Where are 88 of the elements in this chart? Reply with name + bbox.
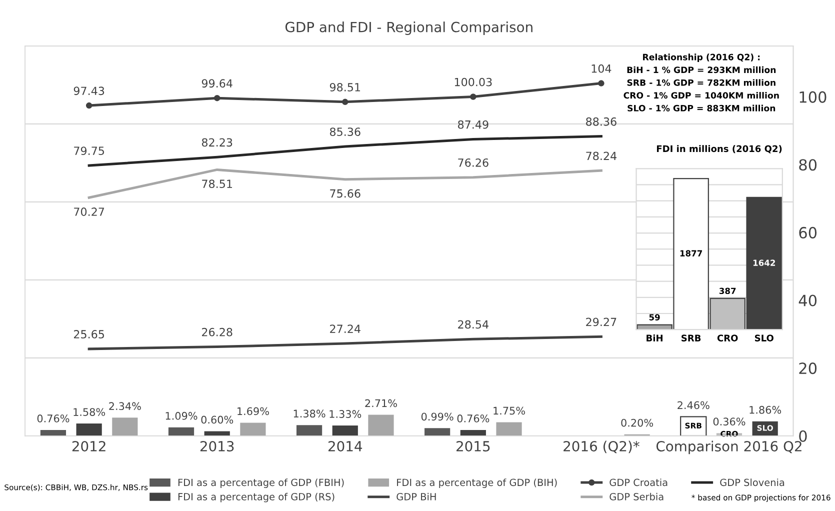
data-label: 0.76% <box>37 414 70 422</box>
data-label: 0.99% <box>421 412 454 421</box>
data-label: 78.24 <box>586 152 616 160</box>
annotation: Relationship (2016 Q2) : <box>643 54 760 62</box>
bar <box>496 422 522 436</box>
data-label: 26.28 <box>202 328 232 336</box>
legend-label: GDP BiH <box>396 492 436 500</box>
legend-label: GDP Croatia <box>610 478 668 486</box>
x-tick-label: 2016 (Q2)* <box>564 440 640 454</box>
data-label: 1.69% <box>238 407 269 416</box>
annotation: BiH - 1 % GDP = 293KM million <box>627 66 776 74</box>
data-label: 70.27 <box>74 208 104 216</box>
x-tick-label: 2015 <box>456 440 490 452</box>
data-label: 1.58% <box>74 408 106 416</box>
data-label: 98.51 <box>330 83 360 92</box>
data-label: 1.33% <box>330 410 362 418</box>
data-label: 1.09% <box>166 412 198 420</box>
chart-title: GDP and FDI - Regional Comparison <box>285 22 532 35</box>
data-label: 28.54 <box>458 320 488 329</box>
data-label: 1.38% <box>294 410 326 418</box>
data-label: 2.71% <box>365 399 397 408</box>
data-label: 2.46% <box>678 401 710 410</box>
annotation: CRO - 1% GDP = 1040KM million <box>624 92 779 99</box>
x-tick-label: SRB <box>682 334 701 342</box>
data-label: 0.60% <box>201 416 234 424</box>
data-label: 104 <box>592 64 612 73</box>
bar <box>112 418 138 436</box>
data-label: 76.26 <box>458 158 488 167</box>
y2-tick-label: 80 <box>799 159 817 171</box>
bar <box>368 414 394 436</box>
point <box>342 98 348 106</box>
y2-tick-label: 0 <box>799 430 807 442</box>
bar <box>40 430 66 436</box>
data-label: 0.36% <box>713 418 746 426</box>
data-label: 1877 <box>680 250 702 256</box>
line-series <box>88 168 602 199</box>
x-tick-label: 2013 <box>200 440 234 452</box>
data-label: 29.27 <box>586 318 616 326</box>
legend-label: GDP Slovenia <box>720 478 784 486</box>
bar <box>424 428 450 436</box>
x-tick-label: 2014 <box>328 440 362 452</box>
data-label: 97.43 <box>74 86 104 96</box>
data-label: 88.36 <box>586 117 616 126</box>
chart-title: FDI in millions (2016 Q2) <box>656 145 782 154</box>
data-label: 387 <box>719 288 736 294</box>
data-label: 100.03 <box>454 78 492 86</box>
data-label: 99.64 <box>202 79 232 88</box>
data-label: 0.76% <box>457 414 490 422</box>
y2-tick-label: 60 <box>799 226 817 238</box>
legend-label: FDI as a percentage of GDP (BIH) <box>397 478 557 488</box>
y2-tick-label: 100 <box>800 91 826 103</box>
data-label: 75.66 <box>330 189 360 198</box>
data-label: 59 <box>649 314 660 320</box>
data-label: 0.20% <box>621 418 654 427</box>
bar <box>168 427 194 436</box>
x-tick-label: BiH <box>646 334 662 342</box>
y2-tick-label: 20 <box>799 362 817 374</box>
data-label: 27.24 <box>330 324 360 333</box>
legend-label: GDP Serbia <box>610 492 664 500</box>
x-tick-label: 2012 <box>72 440 106 452</box>
data-label: 78.51 <box>202 180 232 188</box>
data-label: 1.75% <box>494 406 525 415</box>
bar <box>460 430 486 436</box>
data-label: 1642 <box>753 260 775 266</box>
data-label: 25.65 <box>74 330 104 338</box>
x-tick-label: SLO <box>754 334 774 342</box>
bar <box>204 431 230 436</box>
data-label: 85.36 <box>330 128 360 136</box>
data-label: 87.49 <box>458 120 488 129</box>
point <box>86 102 92 109</box>
annotation: SRB - 1% GDP = 782KM million <box>627 79 776 86</box>
bar <box>296 425 322 436</box>
bar <box>240 422 266 436</box>
y2-tick-label: 40 <box>798 294 817 306</box>
legend-label: FDI as a percentage of GDP (FBIH) <box>178 478 344 488</box>
bar <box>76 424 102 436</box>
bar <box>332 426 358 436</box>
x-tick-label: CRO <box>717 334 738 342</box>
point <box>598 80 604 86</box>
legend-label: FDI as a percentage of GDP (RS) <box>178 492 334 502</box>
x-tick-label: Comparison 2016 Q2 <box>656 440 802 454</box>
data-label: 1.86% <box>750 406 782 414</box>
data-label: 2.34% <box>109 402 141 410</box>
data-label: 82.23 <box>202 138 232 147</box>
point <box>470 94 476 100</box>
point <box>214 94 220 102</box>
data-label: 79.75 <box>74 146 104 156</box>
annotation: SLO - 1% GDP = 883KM million <box>628 104 776 112</box>
